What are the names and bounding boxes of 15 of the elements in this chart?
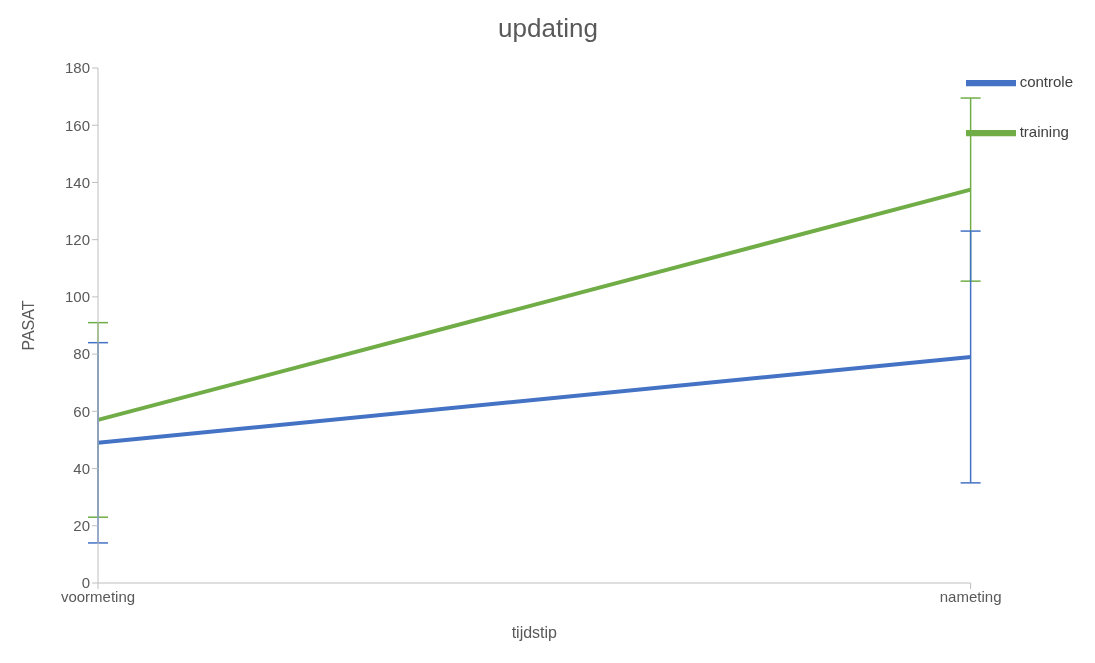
y-tick-label: 180 bbox=[64, 59, 90, 77]
y-tick-label: 60 bbox=[73, 402, 90, 420]
y-tick-label: 80 bbox=[73, 345, 90, 363]
legend-label: training bbox=[1019, 122, 1069, 140]
y-tick-label: 100 bbox=[64, 288, 90, 306]
y-tick-label: 160 bbox=[64, 116, 90, 134]
legend-label: controle bbox=[1019, 72, 1073, 90]
y-tick-label: 40 bbox=[73, 459, 90, 477]
y-axis-title: PASAT bbox=[19, 300, 37, 351]
y-tick-label: 20 bbox=[73, 517, 90, 535]
chart-title: updating bbox=[497, 12, 599, 45]
x-axis-title: tijdstip bbox=[511, 624, 558, 641]
y-tick-label: 120 bbox=[64, 230, 90, 248]
x-tick-label: nameting bbox=[939, 587, 1002, 605]
y-tick-label: 140 bbox=[64, 173, 90, 191]
